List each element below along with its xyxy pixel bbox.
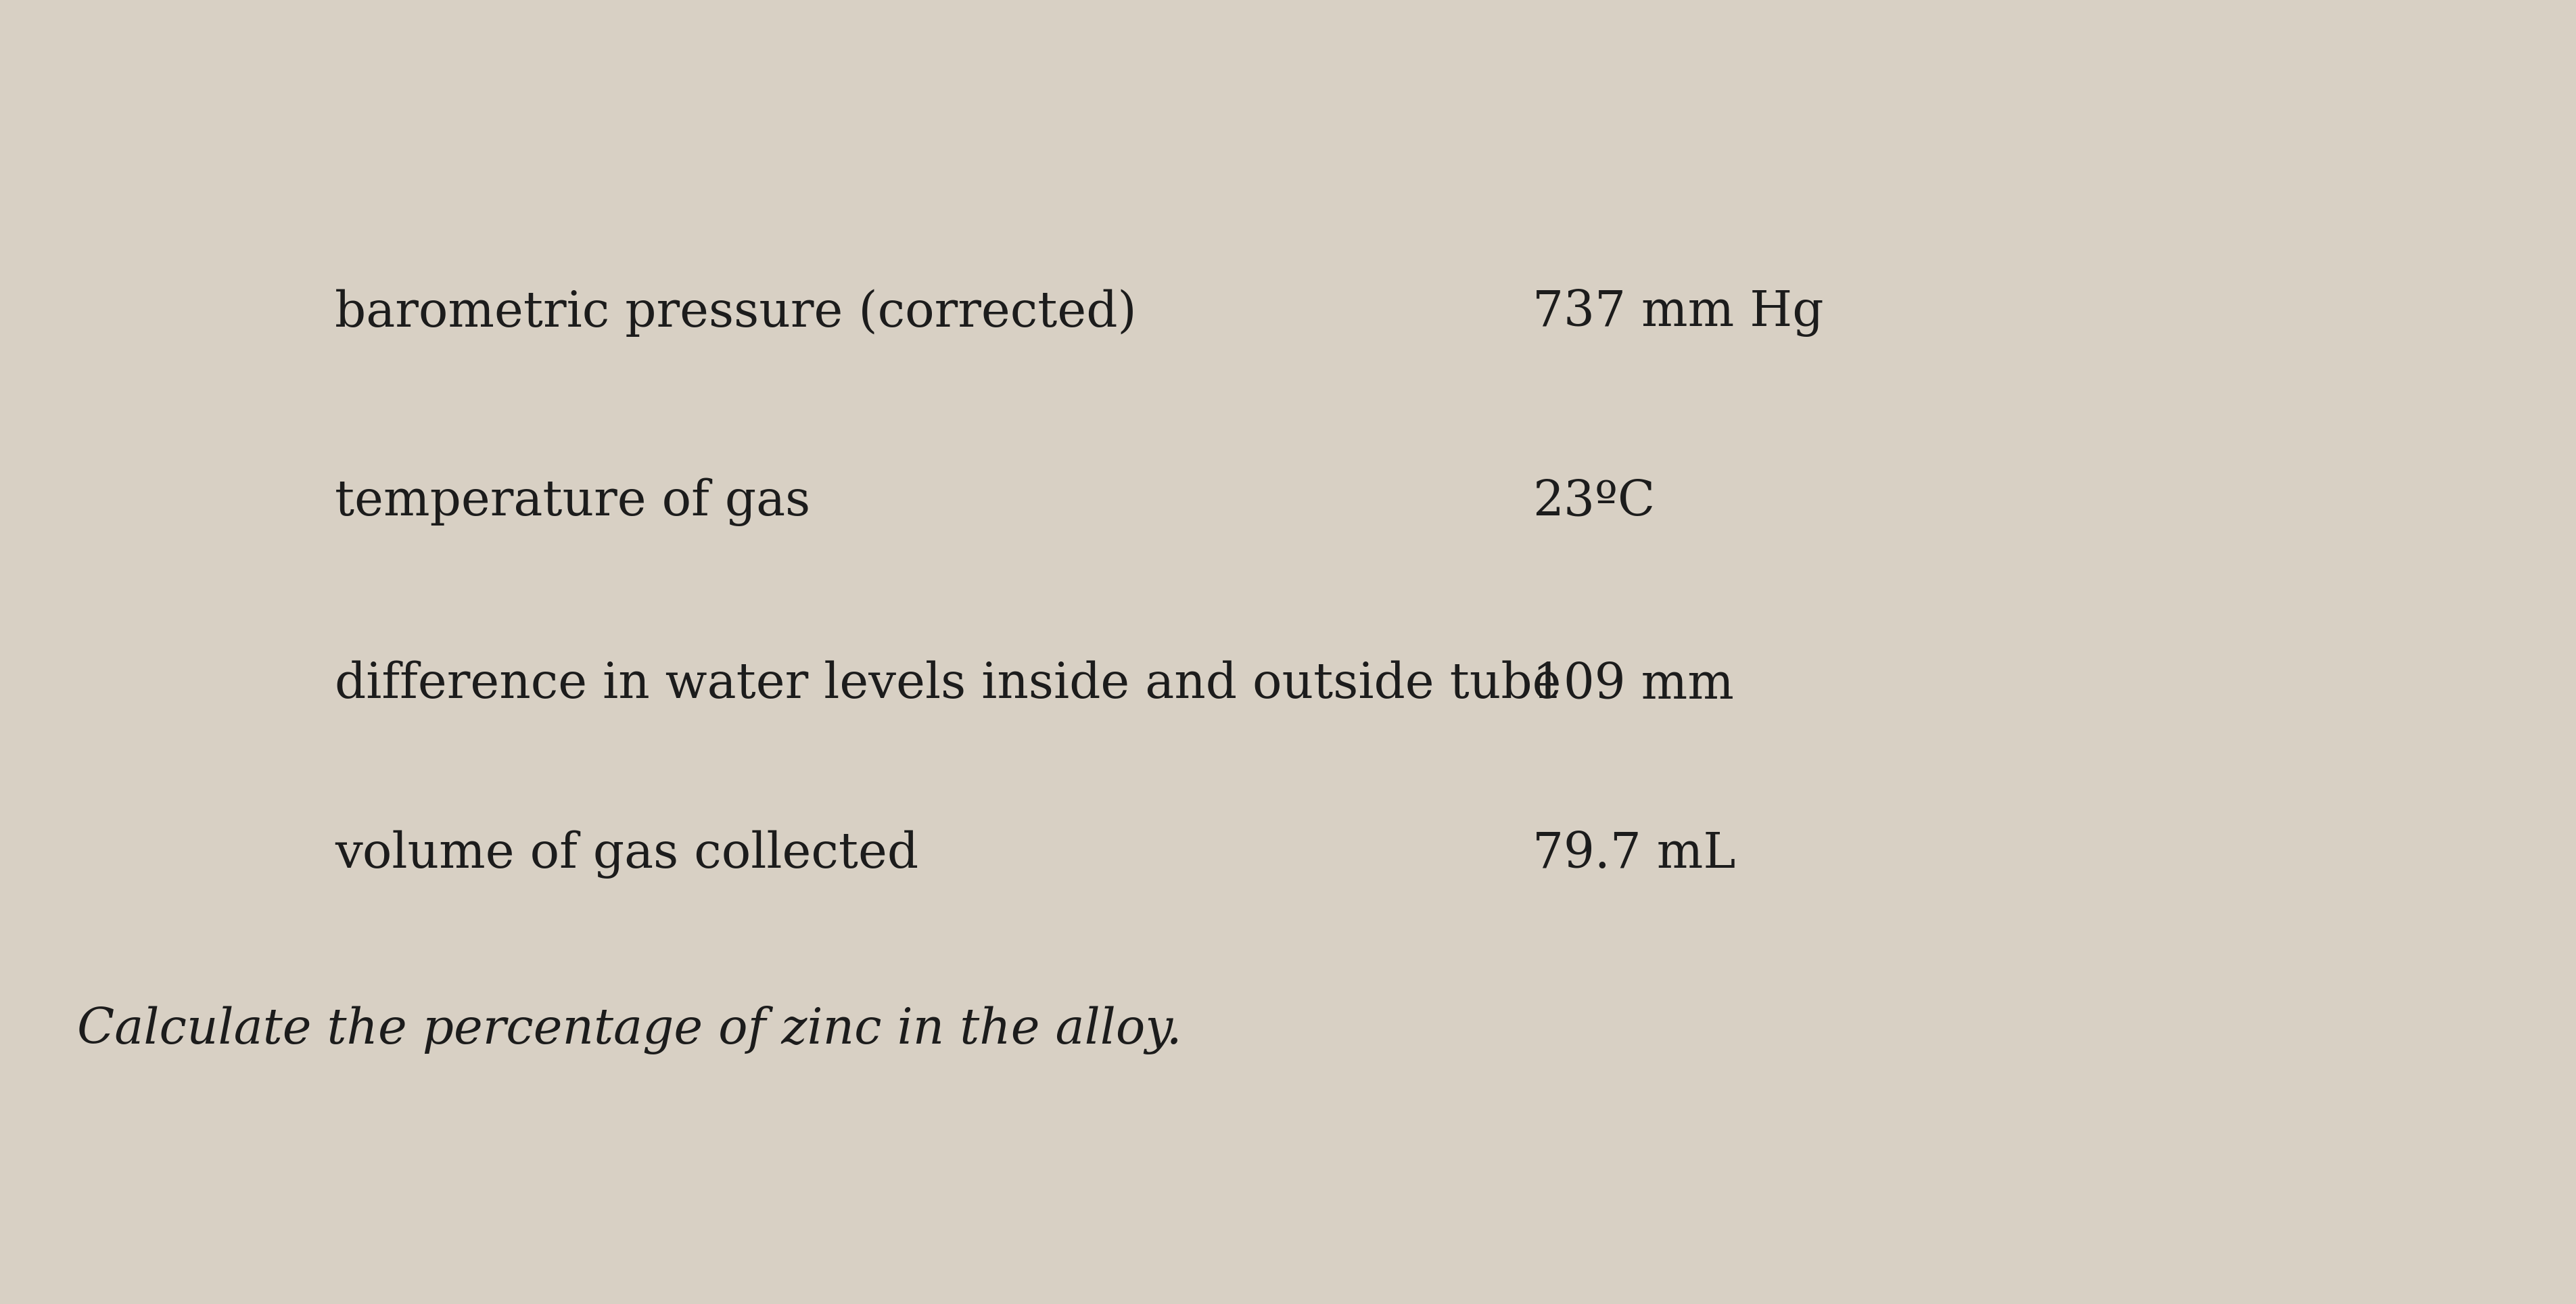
Text: Calculate the percentage of zinc in the alloy.: Calculate the percentage of zinc in the … (77, 1005, 1182, 1055)
Text: difference in water levels inside and outside tube: difference in water levels inside and ou… (335, 661, 1561, 708)
Text: 109 mm: 109 mm (1533, 661, 1734, 708)
Text: 79.7 mL: 79.7 mL (1533, 831, 1736, 878)
Text: barometric pressure (corrected): barometric pressure (corrected) (335, 289, 1136, 336)
Text: volume of gas collected: volume of gas collected (335, 829, 920, 879)
Text: temperature of gas: temperature of gas (335, 477, 811, 527)
Text: 737 mm Hg: 737 mm Hg (1533, 289, 1824, 336)
Text: 23ºC: 23ºC (1533, 479, 1656, 526)
